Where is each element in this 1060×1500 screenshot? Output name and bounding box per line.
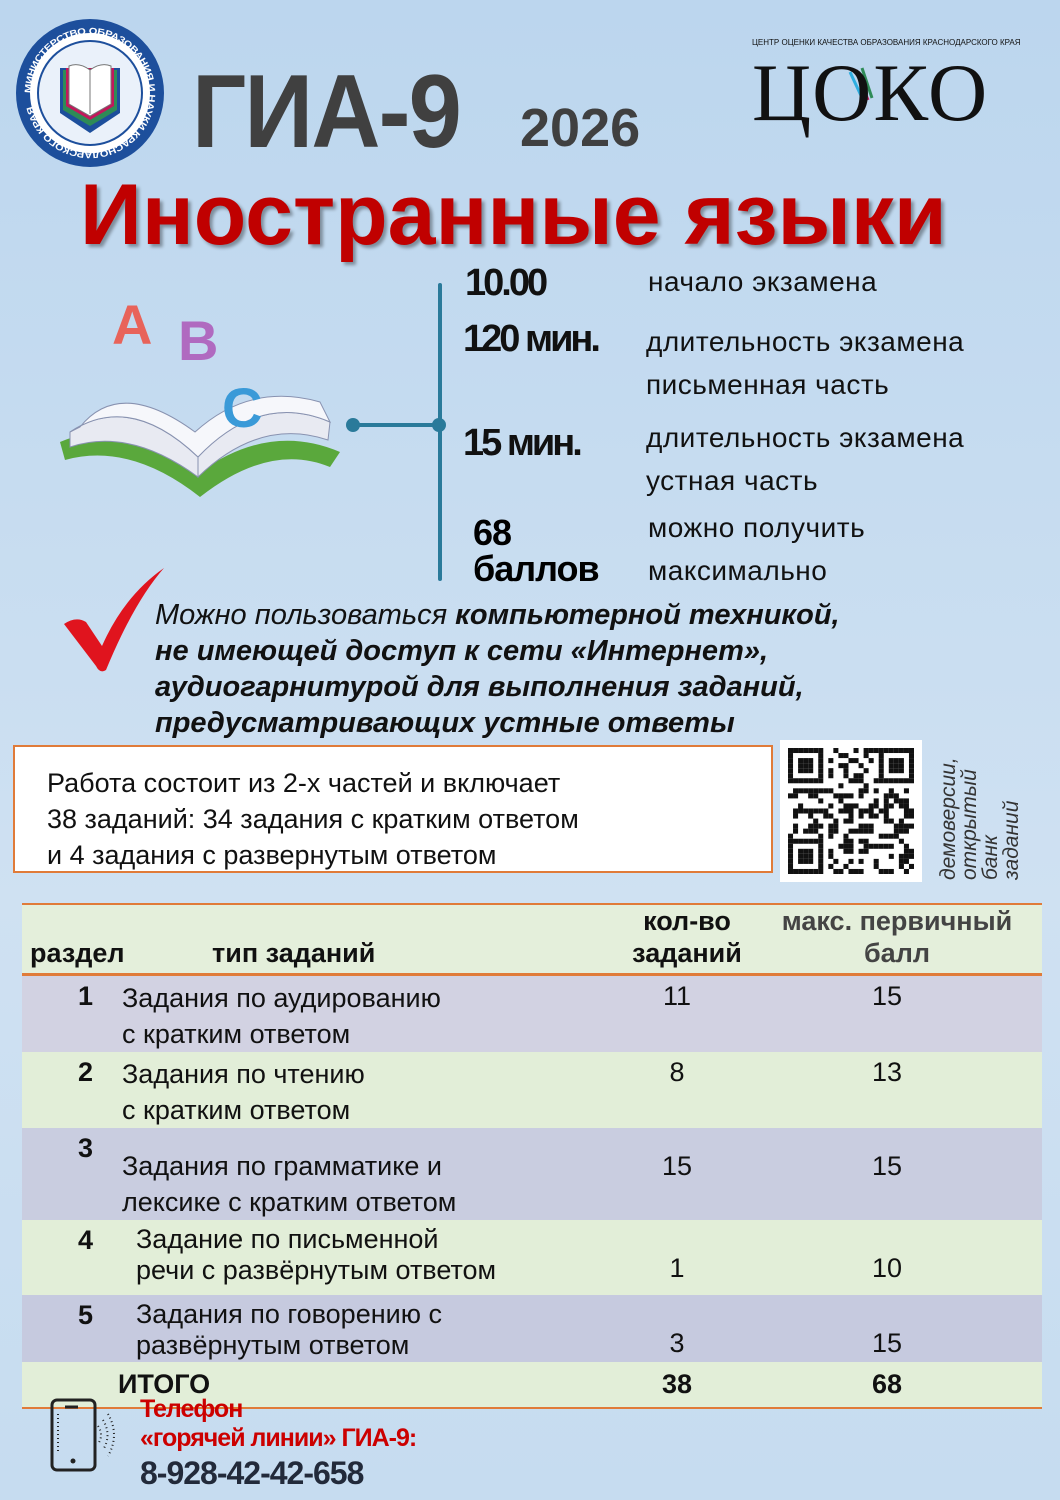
subject-title: Иностранные языки	[80, 167, 947, 263]
total-label: ИТОГО	[118, 1369, 211, 1399]
coko-logo-text: ЦОКО	[752, 47, 990, 138]
connector-line	[350, 423, 440, 427]
col-header-count: кол-во заданий	[622, 903, 752, 976]
table-total-row: ИТОГО 38 68	[22, 1362, 1042, 1408]
task-type: Задание по письменной речи с развёрнутым …	[136, 1224, 497, 1285]
table-row: 3 Задания по грамматике и лексике с кратк…	[22, 1128, 1042, 1220]
phone-icon	[50, 1398, 115, 1472]
section-number: 4	[78, 1225, 94, 1255]
qr-caption: демоверсии, открытый банк заданий	[937, 757, 1023, 880]
exam-structure-box: Работа состоит из 2-х частей и включает …	[13, 745, 773, 873]
section-number: 2	[78, 1057, 94, 1087]
table-row: 4 Задание по письменной речи с развёрнуты…	[22, 1220, 1042, 1295]
task-count: 15	[661, 1151, 693, 1181]
total-count: 38	[661, 1369, 693, 1399]
coko-logo-subtitle: ЦЕНТР ОЦЕНКИ КАЧЕСТВА ОБРАЗОВАНИЯ КРАСНО…	[752, 38, 1021, 47]
task-type: Задания по грамматике и лексике с кратким…	[122, 1151, 457, 1217]
table-row: 5 Задания по говорению с развёрнутым отве…	[22, 1295, 1042, 1362]
connector-dot	[346, 418, 360, 432]
max-score-label: можно получить максимально	[648, 512, 866, 586]
col-header-max: макс. первичный балл	[752, 903, 1042, 976]
written-duration-label: длительность экзамена письменная часть	[646, 326, 965, 400]
exam-year: 2026	[520, 98, 641, 158]
task-type: Задания по аудированию с кратким ответом	[122, 983, 441, 1049]
oral-duration: 15 мин.	[463, 422, 583, 464]
start-time: 10.00	[465, 262, 548, 304]
oral-duration-label: длительность экзамена устная часть	[646, 422, 965, 496]
ministry-logo: МИНИСТЕРСТВО ОБРАЗОВАНИЯ И НАУКИ КРАСНОД…	[16, 19, 164, 167]
exam-sections-table: раздел тип заданий кол-во заданий макс. …	[22, 903, 1042, 1409]
hotline-phone-number[interactable]: 8-928-42-42-658	[140, 1455, 364, 1491]
hotline: Телефон «горячей линии» ГИА-9: 8-928-42-…	[140, 1395, 417, 1491]
coko-logo: ЦЕНТР ОЦЕНКИ КАЧЕСТВА ОБРАЗОВАНИЯ КРАСНО…	[752, 38, 1042, 150]
timeline-bracket	[438, 283, 442, 581]
section-number: 1	[78, 981, 94, 1011]
checkmark-icon	[64, 568, 164, 672]
qr-code[interactable]	[780, 740, 922, 882]
task-type: Задания по говорению с развёрнутым ответо…	[136, 1299, 442, 1360]
letter-a: A	[112, 293, 152, 356]
task-count: 11	[662, 981, 692, 1011]
coko-check-lines	[848, 67, 874, 103]
task-type: Задания по чтению с кратким ответом	[122, 1059, 365, 1125]
exam-title: ГИА-9	[192, 54, 462, 170]
written-duration: 120 мин.	[463, 318, 601, 360]
section-number: 3	[78, 1133, 94, 1163]
col-header-section: раздел	[22, 903, 142, 976]
table-row: 2 Задания по чтению с кратким ответом 8 1…	[22, 1052, 1042, 1128]
allowed-equipment-note: Можно пользоваться компьютерной техникой…	[155, 599, 840, 739]
task-count: 8	[669, 1057, 685, 1087]
max-score: 68 баллов	[473, 512, 600, 589]
letter-b: B	[178, 309, 218, 372]
max-score: 10	[871, 1253, 903, 1283]
section-number: 5	[78, 1300, 94, 1330]
table-row: 1 Задания по аудированию с кратким ответо…	[22, 974, 1042, 1052]
max-score: 13	[871, 1057, 903, 1087]
max-score: 15	[871, 1328, 903, 1358]
letter-c: C	[222, 376, 262, 439]
book-abc-illustration: A B C	[60, 293, 340, 497]
task-count: 3	[669, 1328, 685, 1358]
total-max: 68	[871, 1369, 903, 1399]
max-score: 15	[871, 981, 903, 1011]
task-count: 1	[669, 1253, 685, 1283]
start-time-label: начало экзамена	[648, 266, 878, 297]
col-header-type: тип заданий	[142, 903, 622, 976]
max-score: 15	[871, 1151, 903, 1181]
